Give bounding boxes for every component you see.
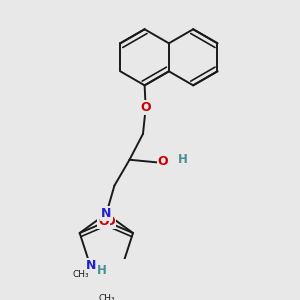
Text: O: O: [140, 101, 151, 115]
Text: CH₃: CH₃: [73, 270, 89, 279]
Text: O: O: [158, 155, 168, 168]
Text: N: N: [86, 259, 96, 272]
Text: N: N: [101, 207, 112, 220]
Text: N: N: [101, 207, 112, 220]
Text: O: O: [104, 215, 115, 228]
Text: H: H: [97, 264, 107, 277]
Text: O: O: [98, 215, 109, 228]
Text: H: H: [177, 153, 187, 166]
Text: CH₃: CH₃: [98, 294, 115, 300]
